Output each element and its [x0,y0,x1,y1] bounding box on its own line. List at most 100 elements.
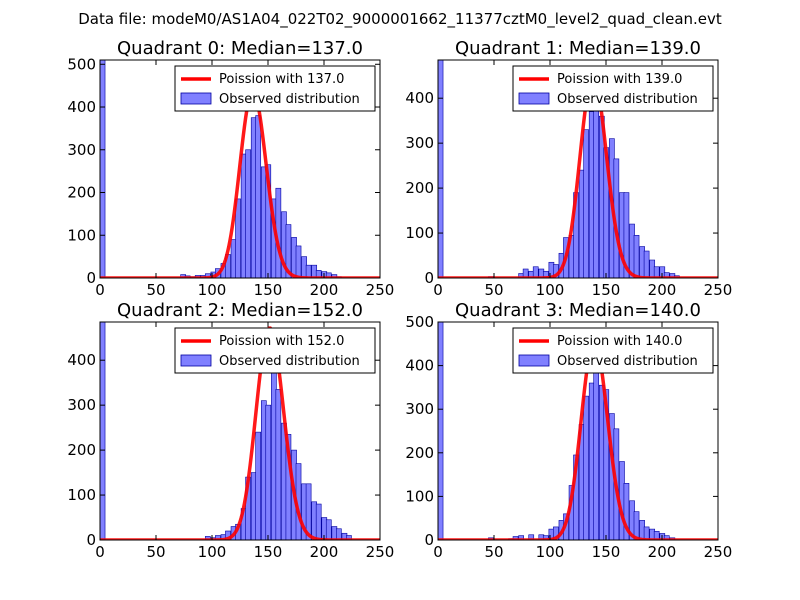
y-tick-label: 100 [405,224,434,242]
histogram-bar [100,60,106,278]
histogram-bar [285,224,292,278]
y-tick-label: 400 [405,357,434,375]
poisson-fit-line [438,74,718,278]
subplot-title: Quadrant 0: Median=137.0 [117,38,363,59]
legend: Poission with 139.0 Observed distribution [512,65,714,112]
plot-area [100,60,380,278]
legend-observed-swatch [518,92,550,105]
y-tick-label: 100 [67,226,96,244]
x-tick-label: 250 [704,281,733,299]
y-tick-label: 400 [67,351,96,369]
poisson-fit-line [438,340,718,540]
histogram-bar [623,483,630,540]
histogram-bar [438,60,444,278]
subplot-quadrant-0: 0 50 100 150 200 250 0 100 200 300 400 500 Quadrant … [67,38,394,299]
legend-fit-label: Poission with 137.0 [219,72,344,87]
legend-observed-label: Observed distribution [219,354,360,369]
y-tick-label: 500 [405,313,434,331]
x-tick-label: 150 [254,543,283,561]
legend-fit-label: Poission with 152.0 [219,334,344,349]
legend-observed-label: Observed distribution [557,92,698,107]
histogram-bar [518,535,524,540]
legend-observed-swatch [180,92,212,105]
x-tick-label: 150 [254,281,283,299]
histogram-bar [653,530,660,540]
axes-frame [437,321,719,541]
y-tick-label: 300 [67,141,96,159]
subplot-quadrant-2: 0 50 100 150 200 250 0 100 200 300 400 Quadrant 2: … [67,300,394,561]
histogram-bar [633,234,640,278]
y-tick-label: 400 [405,89,434,107]
legend-observed-swatch [180,354,212,367]
plot-area [438,60,718,278]
histogram-bar [325,519,332,540]
x-tick-label: 100 [198,543,227,561]
histogram-bar [542,535,549,540]
histogram-bar [295,245,302,278]
y-tick-label: 200 [67,441,96,459]
figure-suptitle: Data file: modeM0/AS1A04_022T02_90000016… [78,10,722,29]
histogram-bar [265,164,272,278]
y-tick-label: 200 [67,184,96,202]
legend: Poission with 137.0 Observed distribution [174,65,376,112]
histogram-bar [305,264,312,278]
x-tick-label: 200 [310,281,339,299]
y-tick-label: 300 [405,134,434,152]
axes-frame [99,321,381,541]
histogram-bar [583,129,589,278]
axes-frame [99,59,381,279]
x-tick-label: 200 [310,543,339,561]
legend-fit-label: Poission with 140.0 [557,334,682,349]
y-tick-label: 300 [405,400,434,418]
x-tick-label: 100 [536,543,565,561]
x-tick-label: 0 [95,281,105,299]
histogram-bar [275,389,282,540]
poisson-fit-line [100,89,380,278]
y-tick-label: 100 [405,487,434,505]
subplot-title: Quadrant 3: Median=140.0 [455,300,701,321]
y-tick-label: 0 [424,269,434,287]
histogram-bar [643,250,650,278]
subplot-quadrant-3: 0 50 100 150 200 250 0 100 200 300 400 500 Quadrant … [405,300,732,561]
axes-frame [437,59,719,279]
x-tick-label: 0 [433,281,443,299]
histogram-bar [663,535,670,540]
legend: Poission with 140.0 Observed distribution [512,327,714,374]
plot-area [438,322,718,540]
x-tick-label: 150 [592,281,621,299]
x-tick-label: 200 [648,543,677,561]
histogram-bar [315,503,322,540]
y-tick-label: 200 [405,444,434,462]
x-tick-label: 100 [536,281,565,299]
histogram-bar [583,395,589,540]
y-tick-label: 0 [86,269,96,287]
x-tick-label: 0 [433,543,443,561]
legend: Poission with 152.0 Observed distribution [174,327,376,374]
subplot-quadrant-1: 0 50 100 150 200 250 0 100 200 300 400 Quadrant 1: … [405,38,732,299]
x-tick-label: 250 [704,543,733,561]
x-tick-label: 250 [366,281,395,299]
y-tick-label: 0 [86,531,96,549]
subplot-title: Quadrant 1: Median=139.0 [455,38,701,59]
legend-observed-swatch [518,354,550,367]
y-tick-label: 500 [67,55,96,73]
x-tick-label: 200 [648,281,677,299]
x-tick-label: 50 [484,543,503,561]
histogram-bar [255,115,262,278]
y-tick-label: 0 [424,531,434,549]
histogram-bar [235,198,241,278]
y-tick-label: 300 [67,396,96,414]
histogram-bar [100,322,106,540]
subplot-title: Quadrant 2: Median=152.0 [117,300,363,321]
x-tick-label: 50 [146,281,165,299]
x-tick-label: 150 [592,543,621,561]
x-tick-label: 250 [366,543,395,561]
histogram-bar [265,404,272,540]
histogram-bar [528,534,535,540]
histogram-bar [522,268,529,278]
y-tick-label: 200 [405,179,434,197]
histogram-bar [593,102,600,278]
histogram-bar [255,431,262,540]
x-tick-label: 50 [146,543,165,561]
